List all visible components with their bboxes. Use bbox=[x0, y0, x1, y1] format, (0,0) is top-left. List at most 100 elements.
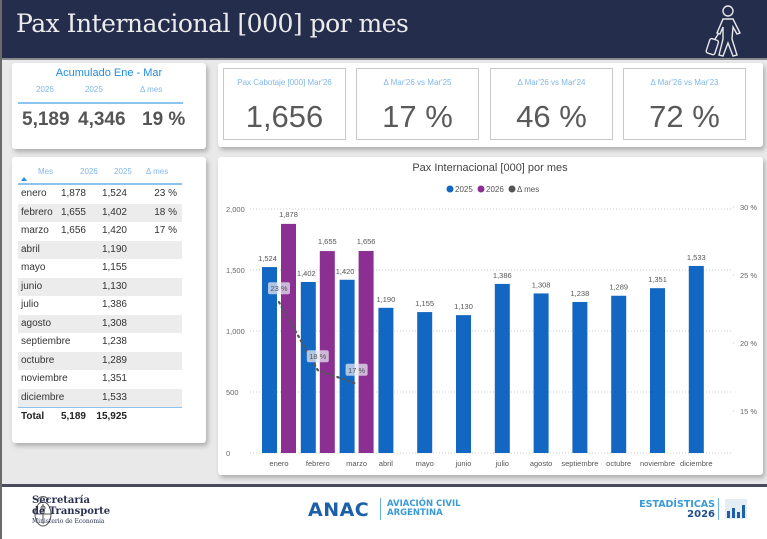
anac-subtitle-line-1: AVIACIÓN CIVIL bbox=[387, 499, 461, 509]
chart-legend: 2025 2026 Δ mes bbox=[446, 185, 539, 194]
bar-2025-noviembre bbox=[650, 288, 665, 453]
table-row[interactable]: agosto 1,308 bbox=[18, 314, 182, 333]
delta-line-path bbox=[277, 301, 358, 385]
chart-card: Pax Internacional [000] por mes 2025 2026… bbox=[218, 157, 763, 475]
table-row[interactable]: enero 1,878 1,524 23 % bbox=[18, 185, 182, 204]
cell-2025: 1,130 bbox=[101, 280, 127, 292]
column-header-2026[interactable]: 2026 bbox=[80, 167, 98, 176]
legend-marker-0 bbox=[446, 185, 454, 193]
kpi-value: 46 % bbox=[516, 99, 587, 134]
monthly-table-card: Mes 2026 2025 Δ mes enero 1,878 1,524 23 % f… bbox=[12, 157, 206, 443]
page-title: Pax Internacional [000] por mes bbox=[16, 9, 409, 38]
cell-month: mayo bbox=[21, 262, 46, 273]
column-header-2025[interactable]: 2025 bbox=[114, 167, 132, 176]
bar-chart-icon bbox=[725, 499, 747, 519]
data-label-2025: 1,533 bbox=[687, 253, 706, 262]
y-axis-right: 15 % 20 % 25 % 30 % bbox=[740, 203, 757, 416]
data-label-2026: 1,655 bbox=[318, 237, 337, 246]
secretaria-logo: Secretaría de Transporte Ministerio de E… bbox=[32, 495, 152, 526]
cell-month: diciembre bbox=[21, 391, 65, 403]
y-left-tick-label: 1,500 bbox=[226, 266, 245, 275]
accumulated-value-2025: 4,346 bbox=[78, 109, 126, 130]
table-body: enero 1,878 1,524 23 % febrero 1,655 1,402 18 %… bbox=[18, 185, 182, 407]
delta-line: 23 % 18 % 17 % bbox=[268, 282, 368, 385]
table-row[interactable]: abril 1,190 bbox=[18, 240, 182, 259]
sort-ascending-icon[interactable] bbox=[21, 177, 27, 181]
estadisticas-label: ESTADÍSTICAS bbox=[639, 499, 715, 510]
bar-2025-julio bbox=[494, 283, 510, 453]
x-tick-label: julio bbox=[495, 459, 509, 468]
bar-2025-enero bbox=[262, 267, 277, 453]
y-right-tick-label: 20 % bbox=[740, 339, 757, 348]
delta-label-box bbox=[268, 282, 290, 295]
cell-2025: 1,386 bbox=[101, 299, 127, 310]
x-tick-label: noviembre bbox=[640, 459, 675, 468]
monthly-bar-chart: Pax Internacional [000] por mes 2025 2026… bbox=[226, 162, 757, 468]
data-label-2025: 1,524 bbox=[258, 254, 277, 263]
table-row[interactable]: julio 1,386 bbox=[18, 296, 182, 315]
total-label: Total bbox=[21, 411, 45, 422]
accumulated-col-delta: Δ mes bbox=[140, 85, 163, 94]
x-tick-label: marzo bbox=[346, 459, 367, 468]
delta-data-label: 17 % bbox=[348, 366, 365, 375]
table-row[interactable]: mayo 1,155 bbox=[18, 259, 182, 278]
x-tick-label: agosto bbox=[530, 459, 553, 468]
delta-label-box bbox=[345, 363, 368, 376]
table-row[interactable]: marzo 1,656 1,420 17 % bbox=[18, 222, 182, 241]
data-label-2025: 1,308 bbox=[532, 280, 551, 289]
table-row[interactable]: diciembre 1,533 bbox=[18, 388, 182, 407]
anac-divider bbox=[380, 498, 381, 520]
cell-month: junio bbox=[21, 280, 43, 292]
estadisticas-logo: ESTADÍSTICAS 2026 bbox=[635, 500, 715, 520]
kpi-label: Δ Mar'26 vs Mar'23 bbox=[650, 78, 719, 87]
cell-2025: 1,238 bbox=[101, 336, 127, 347]
accumulated-divider bbox=[18, 102, 183, 104]
table-row[interactable]: noviembre 1,351 bbox=[18, 370, 182, 389]
table-total-row: Total 5,189 15,925 bbox=[18, 407, 182, 426]
cell-month: abril bbox=[21, 243, 40, 255]
cell-month: julio bbox=[21, 299, 39, 310]
table-row[interactable]: septiembre 1,238 bbox=[18, 333, 182, 352]
bar-2025-diciembre bbox=[688, 265, 704, 453]
column-header-mes[interactable]: Mes bbox=[38, 167, 54, 176]
y-left-tick-label: 2,000 bbox=[226, 205, 245, 214]
accumulated-value-delta: 19 % bbox=[142, 109, 186, 130]
kpi-value: 17 % bbox=[382, 99, 453, 134]
bar-2026-enero bbox=[281, 223, 296, 453]
x-tick-label: abril bbox=[379, 459, 394, 468]
data-label-2026: 1,656 bbox=[357, 237, 376, 246]
column-header-delta[interactable]: Δ mes bbox=[146, 167, 169, 176]
bar-2025-septiembre bbox=[572, 301, 588, 453]
delta-data-label: 18 % bbox=[309, 352, 326, 361]
bar-2025-abril bbox=[378, 307, 394, 453]
cell-2026: 1,878 bbox=[60, 188, 86, 199]
data-label-2025: 1,130 bbox=[454, 302, 473, 311]
table-row[interactable]: febrero 1,655 1,402 18 % bbox=[18, 203, 182, 222]
delta-label-box bbox=[306, 350, 329, 363]
accumulated-col-2026: 2026 bbox=[36, 85, 54, 94]
bar-2025-agosto bbox=[533, 293, 549, 453]
table-header: Mes 2026 2025 Δ mes bbox=[18, 163, 182, 185]
y-left-tick-label: 500 bbox=[226, 388, 239, 397]
cell-delta: 23 % bbox=[154, 188, 177, 199]
total-2026: 5,189 bbox=[60, 411, 86, 422]
cell-2025: 1,308 bbox=[101, 317, 127, 329]
secretaria-line-2: de Transporte bbox=[32, 506, 111, 517]
cell-2025: 1,533 bbox=[101, 391, 127, 403]
anac-subtitle: AVIACIÓN CIVIL ARGENTINA bbox=[387, 500, 461, 518]
accumulated-value-2026: 5,189 bbox=[22, 109, 70, 130]
table-row[interactable]: junio 1,130 bbox=[18, 277, 182, 296]
anac-subtitle-line-2: ARGENTINA bbox=[387, 508, 443, 518]
table-row[interactable]: octubre 1,289 bbox=[18, 351, 182, 370]
bar-2025-febrero bbox=[300, 281, 316, 453]
cell-2025: 1,155 bbox=[101, 262, 127, 273]
cell-month: agosto bbox=[21, 317, 52, 329]
traveler-with-suitcase-icon bbox=[705, 5, 741, 57]
accumulated-col-2025: 2025 bbox=[85, 85, 103, 94]
y-right-tick-label: 30 % bbox=[740, 203, 757, 212]
cell-month: septiembre bbox=[21, 336, 71, 347]
x-tick-label: septiembre bbox=[561, 459, 598, 468]
cell-month: febrero bbox=[21, 206, 53, 218]
secretaria-line-3: Ministerio de Economía bbox=[32, 518, 105, 525]
kpi-label: Δ Mar'26 vs Mar'24 bbox=[517, 78, 586, 87]
